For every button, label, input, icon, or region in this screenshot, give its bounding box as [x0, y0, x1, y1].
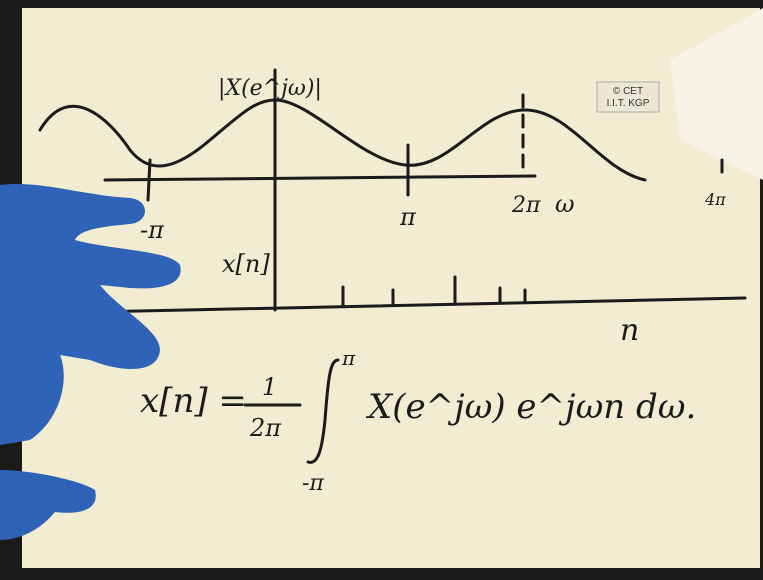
- formula-numerator: 1: [262, 373, 277, 401]
- bottom-edge: [0, 568, 763, 580]
- spectrum-label: |X(e^jω)|: [218, 76, 322, 101]
- scene: © CET I.I.T. KGP |X(e^jω)| -π π 2π 4π ω …: [0, 0, 763, 580]
- formula-denominator: 2π: [249, 414, 282, 442]
- logo-text: I.I.T. KGP: [607, 98, 650, 109]
- tick: [148, 160, 150, 200]
- formula-integrand: X(e^jω) e^jωn dω.: [365, 387, 696, 427]
- omega-tick-label: 4π: [704, 190, 726, 209]
- upper-limit: π: [341, 346, 356, 370]
- omega-tick-label: π: [399, 203, 417, 231]
- omega-tick-label: 2π: [511, 193, 541, 218]
- lower-limit: -π: [302, 471, 324, 496]
- n-axis-label: n: [620, 313, 639, 348]
- omega-tick-label: -π: [140, 216, 165, 244]
- formula-lhs: x[n] =: [140, 381, 247, 421]
- logo-text: © CET: [613, 86, 643, 97]
- signal-label: x[n]: [222, 250, 270, 278]
- omega-axis-label: ω: [555, 190, 575, 218]
